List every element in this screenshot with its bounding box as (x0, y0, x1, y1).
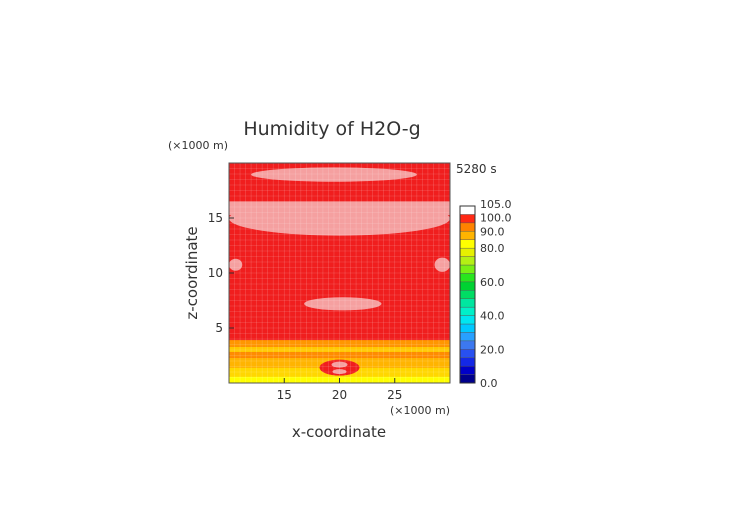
time-label: 5280 s (456, 162, 497, 176)
colorbar-swatch (459, 247, 476, 257)
colorbar-swatch (459, 349, 476, 358)
colorbar-swatch (459, 256, 476, 266)
colorbar-swatch (459, 205, 476, 215)
colorbar-label: 90.0 (480, 225, 505, 238)
colorbar-swatch (459, 239, 476, 249)
colorbar-swatch (459, 306, 476, 316)
x-tick-label: 25 (387, 388, 402, 402)
colorbar-swatch (459, 323, 476, 333)
colorbar-label: 80.0 (480, 242, 505, 255)
colorbar-swatch (459, 273, 476, 283)
colorbar-swatch (459, 357, 476, 367)
low-level-band-3 (229, 352, 450, 358)
y-tick-label: 15 (208, 211, 223, 225)
surface-cloud-top (331, 361, 348, 368)
colorbar-swatch (459, 315, 476, 325)
region-right-edge-patch (434, 257, 451, 272)
colorbar-swatch (459, 231, 476, 240)
colorbar-label: 40.0 (480, 310, 505, 323)
region-mid-upper-band-shape (229, 201, 450, 231)
colorbar-swatch (459, 340, 476, 350)
y-tick-label: 5 (215, 321, 223, 335)
x-unit-label: (×1000 m) (390, 404, 450, 417)
colorbar-swatch (459, 374, 476, 384)
low-level-band-4 (229, 346, 450, 353)
region-upper-band (251, 167, 417, 182)
x-tick-label: 20 (332, 388, 347, 402)
x-axis-ticks: 15 20 25 (277, 378, 402, 402)
chart-title: Humidity of H2O-g (243, 118, 420, 140)
colorbar-label: 100.0 (480, 211, 512, 224)
colorbar-swatch (459, 298, 476, 308)
region-left-edge-patch (229, 258, 243, 271)
colorbar-swatch (459, 264, 476, 274)
colorbar-swatch (459, 290, 476, 299)
region-mid-band (304, 297, 382, 311)
grid-lines (229, 163, 450, 383)
colorbar-label: 60.0 (480, 276, 505, 289)
surface-cloud-bottom (332, 369, 347, 375)
colorbar-swatch (459, 281, 476, 291)
low-level-band-5 (229, 340, 450, 347)
colorbar-frame (459, 205, 476, 384)
colorbar-label: 0.0 (480, 377, 498, 390)
colorbar-swatch (459, 332, 476, 342)
colorbar-swatch (459, 222, 476, 232)
colorbar-label: 20.0 (480, 343, 505, 356)
y-tick-label: 10 (208, 266, 223, 280)
y-axis-ticks: 5 10 15 (208, 211, 234, 335)
x-axis-label: x-coordinate (292, 423, 386, 441)
y-unit-label: (×1000 m) (168, 139, 228, 152)
colorbar-swatch (459, 214, 476, 224)
x-tick-label: 15 (277, 388, 292, 402)
colorbar-swatch (459, 365, 476, 375)
heatmap-plot-area (229, 163, 451, 383)
colorbar-label: 105.0 (480, 198, 512, 211)
y-axis-label: z-coordinate (183, 226, 201, 319)
